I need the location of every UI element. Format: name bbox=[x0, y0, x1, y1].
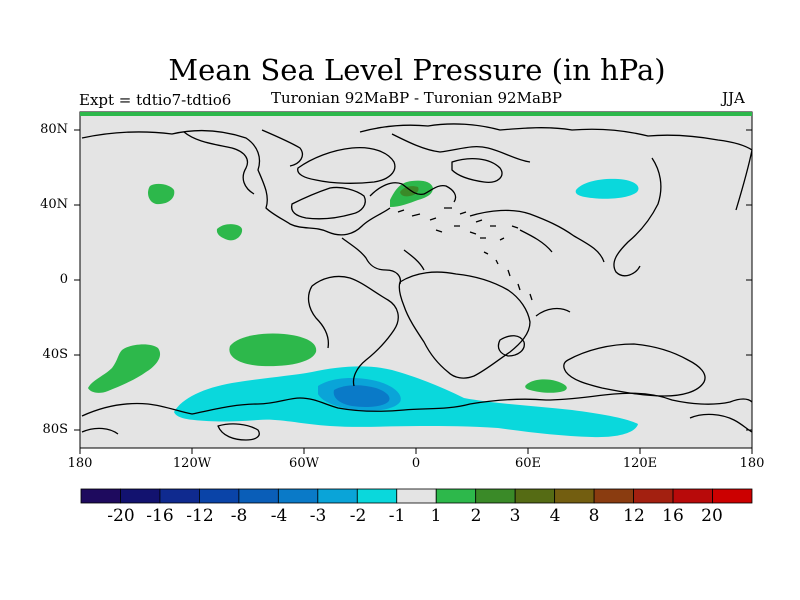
colorbar-label: -3 bbox=[309, 506, 327, 526]
colorbar-label: 16 bbox=[662, 506, 684, 526]
coast-north-atlantic-ridge bbox=[290, 186, 366, 220]
colorbar-swatch bbox=[633, 488, 674, 504]
colorbar-swatch bbox=[277, 488, 319, 504]
coast-madagascar-india bbox=[497, 307, 571, 357]
coast-arctic-sea bbox=[297, 146, 396, 184]
colorbar-swatch bbox=[238, 488, 279, 504]
map-title: Mean Sea Level Pressure (in hPa) bbox=[168, 53, 666, 87]
colorbar-label: 1 bbox=[430, 506, 442, 526]
colorbar-swatch bbox=[159, 488, 200, 504]
colorbar-swatch bbox=[80, 488, 121, 504]
lon-label-120w: 120W bbox=[172, 456, 212, 471]
coast-western-europe bbox=[369, 182, 457, 203]
coast-antarctic-islands bbox=[81, 413, 753, 441]
coast-central-america bbox=[341, 237, 425, 285]
coast-greenland-arctic-islands bbox=[183, 129, 304, 195]
map-frame bbox=[74, 111, 753, 454]
coastlines bbox=[81, 123, 753, 441]
colorbar-label: 12 bbox=[623, 506, 645, 526]
positive-anomaly-south-pacific-west bbox=[88, 344, 161, 393]
positive-anomaly-north-pacific bbox=[148, 183, 175, 205]
coast-south-america bbox=[307, 275, 399, 387]
coast-tethys-islands bbox=[397, 207, 533, 301]
lat-label-0: 0 bbox=[59, 272, 68, 287]
colorbar-label: 4 bbox=[549, 506, 561, 526]
colorbar-label: -12 bbox=[186, 506, 214, 526]
lat-label-40n: 40N bbox=[40, 197, 68, 212]
colorbar-label: -8 bbox=[230, 506, 248, 526]
coast-siberian-sea bbox=[451, 157, 503, 183]
lon-ticks bbox=[79, 448, 753, 454]
lon-label-0: 0 bbox=[411, 456, 421, 471]
colorbar-swatch bbox=[317, 488, 358, 504]
negative-anomaly-southern-ocean bbox=[174, 366, 638, 438]
lat-label-80n: 80N bbox=[40, 122, 68, 137]
top-edge-band bbox=[80, 112, 752, 116]
colorbar-swatch bbox=[514, 488, 556, 504]
positive-anomaly-indian-ocean bbox=[525, 379, 567, 393]
colorbar-label: 8 bbox=[588, 506, 600, 526]
season-label: JJA bbox=[722, 89, 745, 107]
colorbar-swatch bbox=[712, 488, 753, 504]
colorbar-label: -16 bbox=[146, 506, 174, 526]
colorbar-swatch bbox=[435, 488, 477, 504]
colorbar-label: -20 bbox=[107, 506, 135, 526]
colorbar bbox=[80, 488, 753, 504]
negative-anomaly-southern-ocean-core bbox=[333, 385, 390, 407]
positive-anomaly-europe-core bbox=[400, 186, 419, 197]
colorbar-swatch bbox=[356, 488, 398, 504]
colorbar-label: -1 bbox=[388, 506, 406, 526]
lon-label-180w: 180 bbox=[67, 456, 93, 471]
lat-label-80s: 80S bbox=[42, 422, 68, 437]
lon-label-180e: 180 bbox=[739, 456, 765, 471]
coast-north-america-arctic bbox=[81, 129, 391, 236]
lon-label-60w: 60W bbox=[289, 456, 319, 471]
colorbar-label: -2 bbox=[349, 506, 367, 526]
lat-label-40s: 40S bbox=[42, 347, 68, 362]
experiment-label: Expt = tdtio7-tdtio6 bbox=[79, 91, 232, 109]
lon-label-60e: 60E bbox=[514, 456, 542, 471]
colorbar-swatch bbox=[554, 488, 595, 504]
colorbar-label: 20 bbox=[701, 506, 723, 526]
coast-eurasia-north bbox=[359, 123, 753, 163]
positive-anomaly-south-pacific-east bbox=[229, 333, 317, 367]
colorbar-swatch bbox=[475, 488, 516, 504]
coast-africa bbox=[398, 271, 531, 379]
lat-ticks bbox=[74, 129, 752, 431]
coast-antarctica bbox=[81, 392, 753, 417]
positive-anomaly-central-pacific bbox=[216, 224, 243, 241]
coast-asia-east bbox=[613, 149, 753, 277]
coast-australia bbox=[563, 343, 706, 397]
colorbar-swatch bbox=[120, 488, 161, 504]
colorbar-swatch bbox=[199, 488, 240, 504]
colorbar-swatch bbox=[593, 488, 634, 504]
colorbar-swatch bbox=[672, 488, 713, 504]
period-label: Turonian 92MaBP - Turonian 92MaBP bbox=[271, 89, 563, 107]
lon-label-120e: 120E bbox=[622, 456, 658, 471]
colorbar-label: 2 bbox=[470, 506, 482, 526]
anomaly-fills bbox=[88, 178, 639, 438]
negative-anomaly-siberia bbox=[575, 178, 639, 199]
colorbar-label: 3 bbox=[509, 506, 521, 526]
coast-asia-south bbox=[469, 209, 605, 263]
colorbar-swatch bbox=[396, 488, 437, 504]
colorbar-label: -4 bbox=[270, 506, 288, 526]
